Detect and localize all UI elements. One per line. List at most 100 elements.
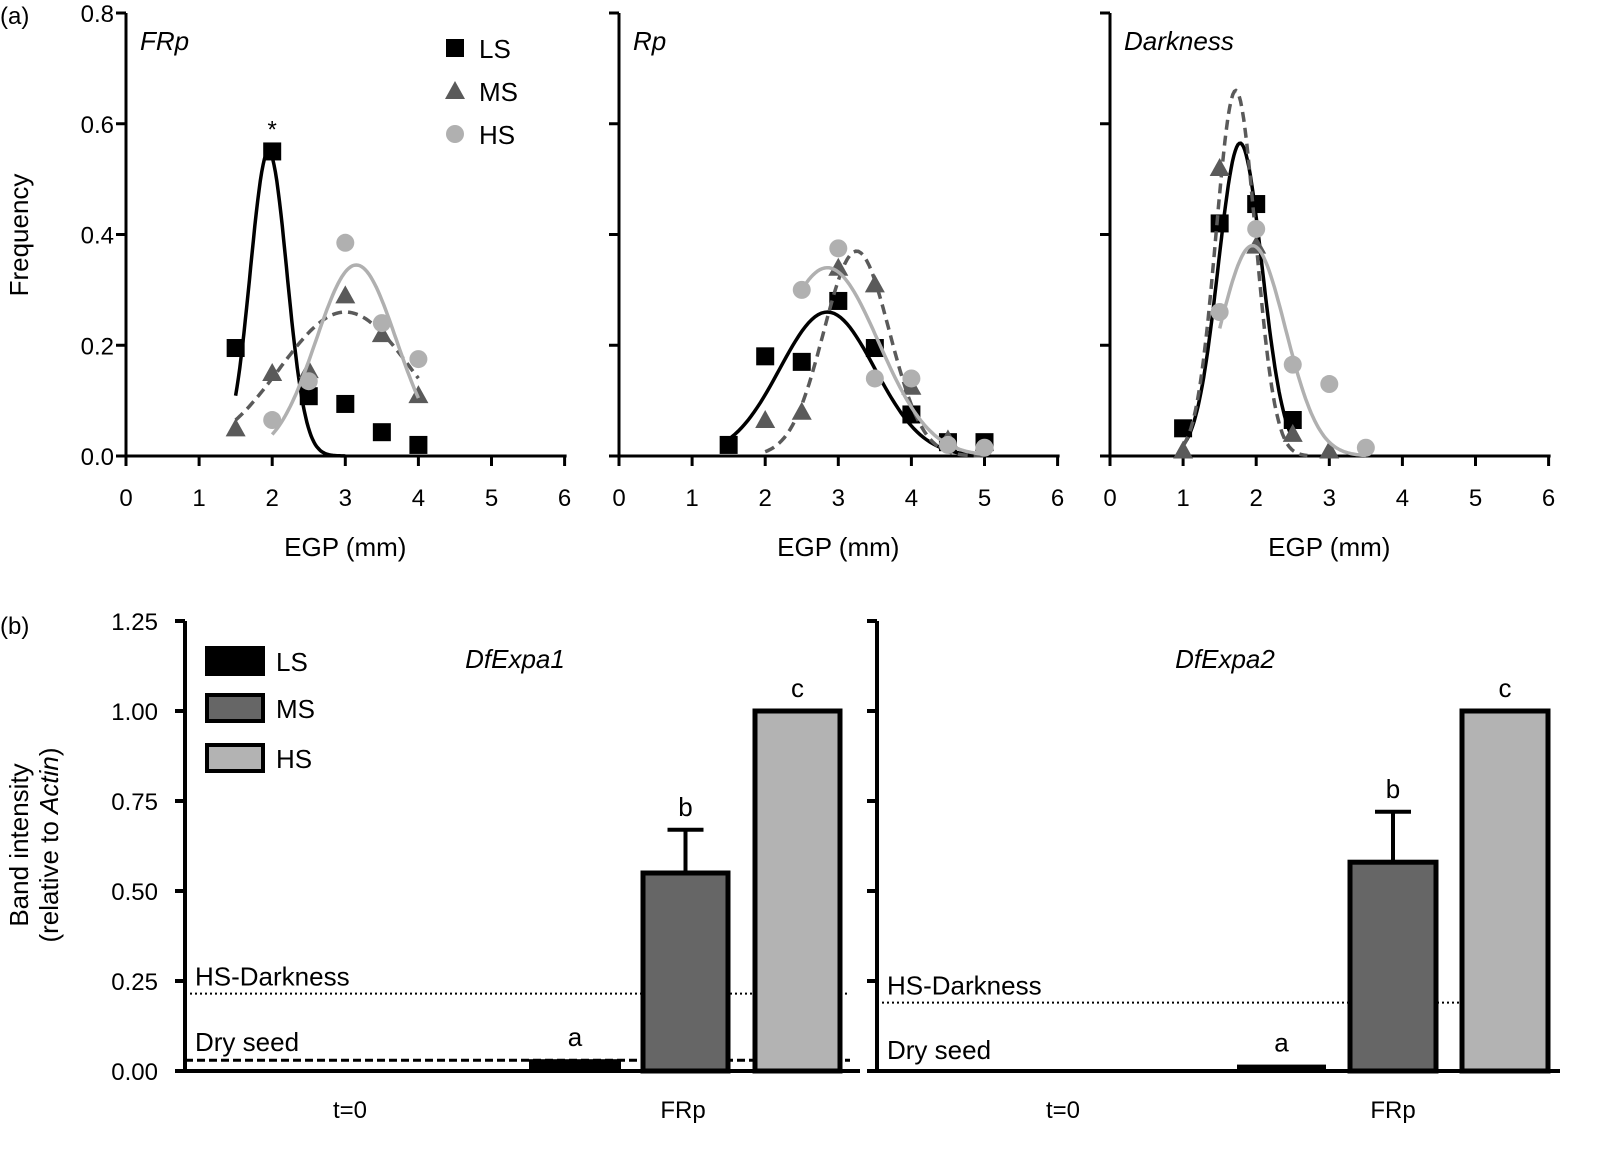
category-label: FRp	[660, 1097, 705, 1124]
legend-label: HS	[479, 120, 515, 150]
bar-hs-frp	[752, 708, 843, 1074]
data-point-ms	[864, 274, 885, 293]
legend-label: HS	[276, 744, 312, 774]
data-point-hs	[336, 233, 355, 252]
data-point-ls	[336, 394, 355, 413]
data-point-ls	[719, 435, 738, 454]
data-point-hs	[1356, 438, 1375, 457]
data-point-ls	[829, 291, 848, 310]
x-tick-label: 3	[339, 485, 352, 512]
legend-marker-ms	[445, 81, 465, 99]
y-tick-label: 0.00	[111, 1059, 158, 1086]
x-axis-label: EGP (mm)	[284, 532, 406, 562]
data-point-hs	[299, 372, 318, 391]
y-tick-label: 0.0	[81, 444, 114, 471]
data-point-hs	[975, 438, 994, 457]
y-tick-label: 1.25	[111, 609, 158, 636]
panel-title: DfExpa2	[1175, 644, 1275, 674]
x-tick-label: 4	[412, 485, 425, 512]
legend-swatch-ls	[205, 646, 265, 676]
data-point-ms	[371, 324, 392, 343]
data-point-hs	[1210, 303, 1229, 322]
significance-letter: c	[1499, 673, 1512, 703]
x-tick-label: 4	[1396, 485, 1409, 512]
significance-marker: *	[268, 116, 277, 143]
data-point-hs	[865, 369, 884, 388]
x-tick-label: 4	[905, 485, 918, 512]
fit-curve-hs	[270, 263, 421, 436]
x-tick-label: 2	[266, 485, 279, 512]
y-axis-label: Frequency	[4, 174, 34, 297]
y-tick-label: 0.25	[111, 969, 158, 996]
panel-title: Darkness	[1124, 26, 1234, 56]
bar-hs-t0	[419, 1070, 506, 1073]
bar-ls-frp	[529, 1059, 621, 1072]
bar-panel-dfexpa2: DfExpa2 t=0 FRp HS-Darkness Dry seed a b c	[867, 619, 1560, 1124]
x-tick-label: 1	[192, 485, 205, 512]
data-point-hs	[829, 239, 848, 258]
x-tick-label: 0	[1103, 485, 1116, 512]
data-point-hs	[1247, 219, 1266, 238]
legend-swatch-ms	[205, 693, 265, 723]
data-point-ls	[792, 352, 811, 371]
reference-label: HS-Darkness	[887, 971, 1042, 1001]
reference-label: HS-Darkness	[195, 962, 350, 992]
data-point-ms	[1282, 423, 1303, 442]
significance-letter: a	[1274, 1028, 1289, 1058]
category-label: t=0	[1046, 1097, 1080, 1124]
data-point-ms	[755, 410, 776, 429]
bar-ms-frp	[640, 870, 731, 1074]
y-axis-label-part: )	[34, 747, 64, 756]
data-point-hs	[1283, 355, 1302, 374]
data-point-hs	[792, 280, 811, 299]
fit-curve-ms	[1181, 88, 1308, 458]
legend-marker-ls	[446, 39, 464, 57]
significance-letter: c	[791, 673, 804, 703]
scatter-panel-rp: 0 1 2 3 4 5 6 EGP (mm) Rp	[609, 11, 1064, 562]
y-tick-label: 0.4	[81, 223, 114, 250]
y-axis-label-line2: (relative to Actin)	[34, 747, 64, 942]
y-tick-label: 0.8	[81, 1, 114, 28]
data-point-ms	[828, 257, 849, 276]
data-point-hs	[409, 350, 428, 369]
scatter-panel-darkness: 0 1 2 3 4 5 6 EGP (mm) Darkness	[1100, 11, 1555, 562]
panel-title: DfExpa1	[465, 644, 565, 674]
legend-swatch-hs	[205, 743, 265, 773]
x-axis-label: EGP (mm)	[777, 532, 899, 562]
data-point-hs	[263, 411, 282, 430]
legend-label: LS	[479, 34, 511, 64]
data-point-ls	[1210, 214, 1229, 233]
panel-label-a: (a)	[0, 3, 29, 30]
data-point-ms	[1209, 158, 1230, 177]
y-axis-label-part: (relative to	[34, 814, 64, 943]
x-tick-label: 0	[119, 485, 132, 512]
bar-ms-frp	[1347, 859, 1439, 1074]
legend-marker-hs	[446, 125, 464, 143]
x-tick-label: 1	[685, 485, 698, 512]
panel-title: Rp	[633, 26, 666, 56]
x-tick-label: 6	[1051, 485, 1064, 512]
x-axis-label: EGP (mm)	[1268, 532, 1390, 562]
reference-label: Dry seed	[887, 1035, 991, 1065]
data-point-ms	[791, 401, 812, 420]
legend-label: LS	[276, 647, 308, 677]
data-point-ls	[409, 435, 428, 454]
data-point-ls	[263, 142, 282, 161]
significance-letter: b	[678, 792, 692, 822]
x-tick-label: 0	[612, 485, 625, 512]
bar-ls-t0	[899, 1070, 986, 1073]
data-point-ls	[1247, 195, 1266, 214]
panel-label-b: (b)	[0, 613, 29, 640]
data-point-ls	[1174, 419, 1193, 438]
fit-curve-ls	[233, 149, 346, 458]
bar-ls-t0	[204, 1070, 291, 1073]
fit-curve-ls	[1181, 141, 1295, 447]
data-point-ls	[756, 347, 775, 366]
x-tick-label: 3	[1323, 485, 1336, 512]
y-axis-label-part: Actin	[34, 756, 64, 816]
x-tick-label: 1	[1176, 485, 1189, 512]
data-point-ms	[1173, 440, 1194, 459]
data-point-ls	[372, 423, 391, 442]
data-point-hs	[1320, 375, 1339, 394]
